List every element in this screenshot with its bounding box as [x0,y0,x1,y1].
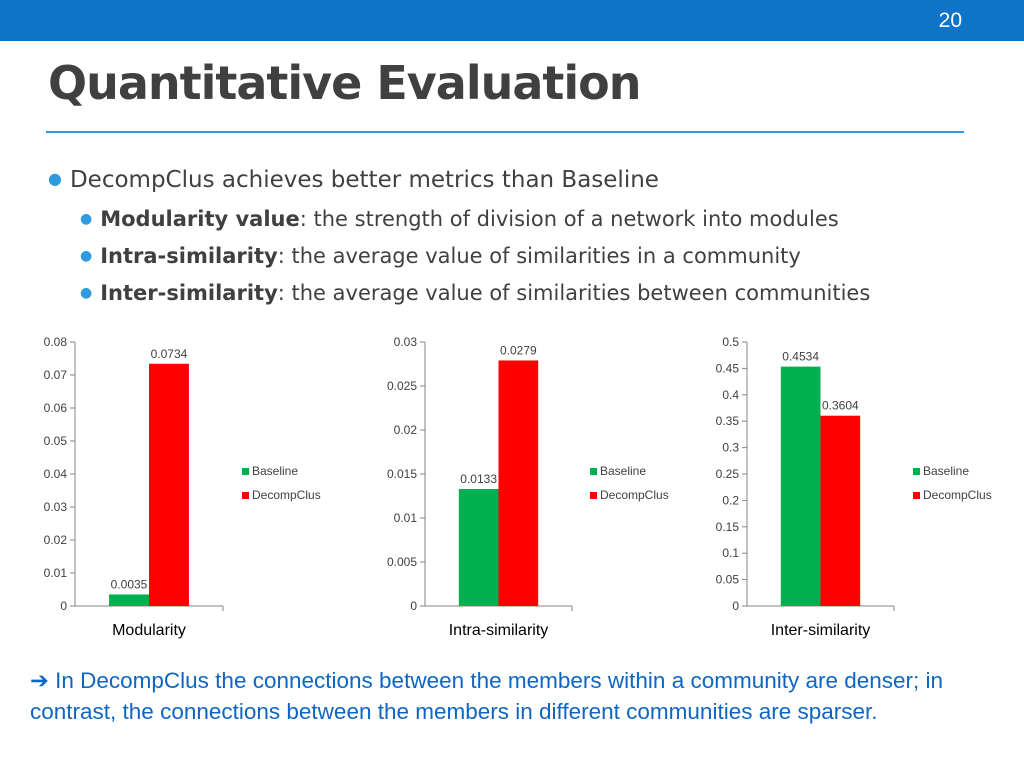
bullet-dot-icon: ● [80,211,93,227]
chart-svg: 0 0.005 0.01 0.015 0.02 0.025 0.03 0.0133 0.0279… [387,335,669,639]
data-label: 0.0035 [111,577,148,591]
bullet-sub: ● Inter-similarity: the average value of … [80,281,870,305]
y-tick-label: 0.03 [44,500,68,514]
legend-swatch [590,468,597,475]
legend-swatch [590,492,597,499]
bullet-term: Modularity value [100,207,300,231]
legend-swatch [913,492,920,499]
bar-decompclus [820,415,861,606]
category-label: Modularity [112,622,186,639]
data-label: 0.0133 [460,472,497,486]
bullet-term: Intra-similarity [100,244,278,268]
conclusion-text: ➔ In DecompClus the connections between … [30,665,990,727]
bullet-sub: ● Intra-similarity: the average value of … [80,244,801,268]
y-tick-label: 0.05 [44,434,68,448]
bullet-term: Inter-similarity [100,281,278,305]
y-tick-label: 0 [60,599,67,613]
bullet-text: : the strength of division of a network … [299,207,839,231]
slide-number: 20 [938,9,962,32]
slide-title: Quantitative Evaluation [48,56,641,110]
data-label: 0.0734 [151,347,188,361]
bar-baseline [109,594,149,606]
data-label: 0.4534 [782,350,819,364]
legend-swatch [242,492,249,499]
bar-decompclus [149,363,189,606]
y-tick-label: 0.5 [722,335,739,349]
y-tick-label: 0.35 [716,414,740,428]
bullet-sub: ● Modularity value: the strength of divis… [80,207,839,231]
y-tick-label: 0.015 [387,467,417,481]
bar-decompclus [498,360,539,606]
y-tick-label: 0.03 [394,335,418,349]
y-tick-label: 0.05 [716,573,740,587]
y-tick-label: 0.01 [44,566,68,580]
y-tick-label: 0.07 [44,368,68,382]
chart-intra-similarity: 0 0.005 0.01 0.015 0.02 0.025 0.03 0.0133 0.0279… [365,325,695,650]
bullet-text: : the average value of similarities betw… [277,281,871,305]
y-tick-label: 0 [732,599,739,613]
bar-baseline [458,488,499,606]
y-tick-label: 0.005 [387,555,417,569]
conclusion-body: In DecompClus the connections between th… [30,668,944,724]
y-tick-label: 0.02 [394,423,418,437]
bullet-main-text: DecompClus achieves better metrics than … [69,167,659,193]
chart-inter-similarity: 0 0.05 0.1 0.15 0.2 0.25 0.3 0.35 0.4 0.45 0.5 0.45… [700,325,1015,650]
y-tick-label: 0.01 [394,511,418,525]
legend-entry: DecompClus [600,488,669,502]
y-tick-label: 0.4 [722,388,739,402]
legend-entry: DecompClus [923,488,992,502]
y-tick-label: 0.08 [44,335,68,349]
bullet-main: ● DecompClus achieves better metrics than… [48,167,659,193]
y-tick-label: 0.45 [716,361,740,375]
y-tick-label: 0.25 [716,467,740,481]
y-tick-label: 0.06 [44,401,68,415]
bullet-dot-icon: ● [80,248,93,264]
y-tick-label: 0.025 [387,379,417,393]
bullet-dot-icon: ● [80,285,93,301]
y-tick-label: 0.15 [716,520,740,534]
legend-swatch [242,468,249,475]
legend-entry: Baseline [600,464,646,478]
bullet-dot-icon: ● [48,169,62,188]
data-label: 0.3604 [822,399,859,413]
bar-baseline [780,366,821,606]
y-tick-label: 0.04 [44,467,68,481]
chart-svg: 0 0.01 0.02 0.03 0.04 0.05 0.06 0.07 0.08 0.0035 0… [44,335,321,639]
chart-modularity: 0 0.01 0.02 0.03 0.04 0.05 0.06 0.07 0.08 0.0035 0… [25,325,345,650]
legend-entry: Baseline [923,464,969,478]
title-underline [46,131,964,133]
category-label: Intra-similarity [449,622,549,639]
arrow-right-icon: ➔ [30,668,49,693]
chart-svg: 0 0.05 0.1 0.15 0.2 0.25 0.3 0.35 0.4 0.45 0.5 0.45… [716,335,992,639]
y-tick-label: 0.3 [722,441,739,455]
y-tick-label: 0.2 [722,493,739,507]
y-tick-label: 0.02 [44,533,68,547]
y-tick-label: 0 [410,599,417,613]
y-tick-label: 0.1 [722,546,739,560]
header-bar: 20 [0,0,1024,41]
category-label: Inter-similarity [771,622,871,639]
data-label: 0.0279 [500,343,537,357]
bullet-text: : the average value of similarities in a… [277,244,801,268]
legend-entry: DecompClus [252,488,321,502]
legend-swatch [913,468,920,475]
legend-entry: Baseline [252,464,298,478]
